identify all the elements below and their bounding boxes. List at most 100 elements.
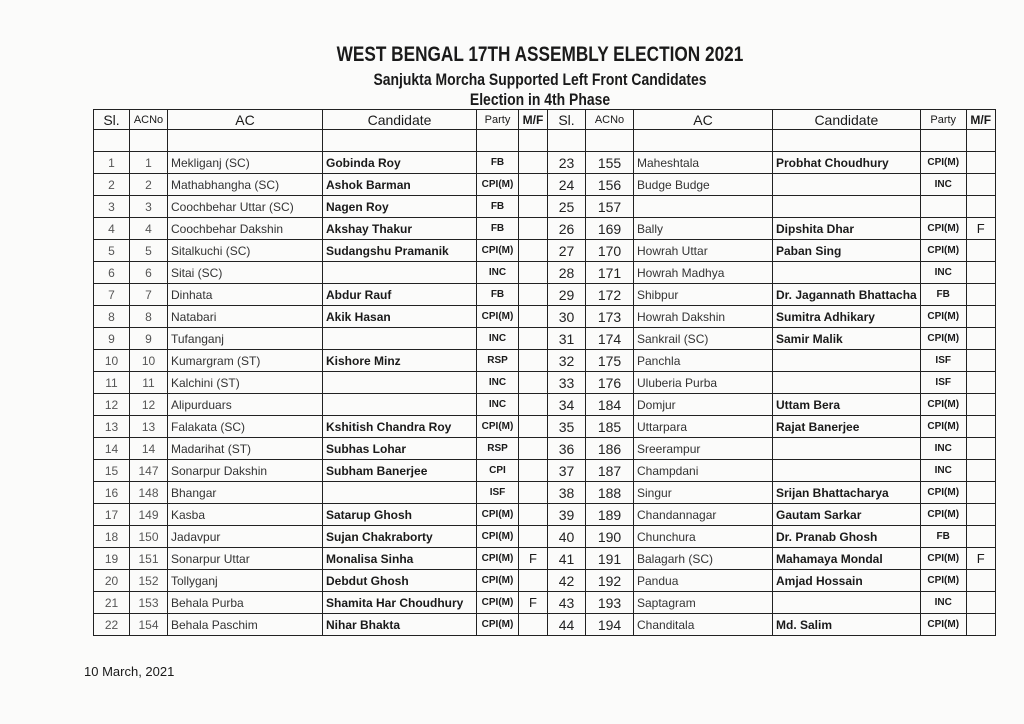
party-cell: CPI(M) bbox=[919, 327, 967, 350]
acno-cell: 173 bbox=[585, 305, 634, 328]
sl-cell: 6 bbox=[93, 261, 130, 284]
col-party: Party bbox=[919, 109, 967, 130]
candidate-cell: Akik Hasan bbox=[322, 305, 477, 328]
acno-cell: 193 bbox=[585, 591, 634, 614]
sl-cell: 35 bbox=[547, 415, 586, 438]
party-cell: INC bbox=[919, 437, 967, 460]
candidate-cell: Satarup Ghosh bbox=[322, 503, 477, 526]
col-sl: Sl. bbox=[93, 109, 130, 130]
candidate-cell bbox=[772, 261, 921, 284]
party-cell: FB bbox=[476, 195, 519, 218]
candidate-cell: Sujan Chakraborty bbox=[322, 525, 477, 548]
ac-cell: Natabari bbox=[167, 305, 323, 328]
candidate-cell bbox=[772, 173, 921, 196]
sl-cell: 36 bbox=[547, 437, 586, 460]
ac-cell: Singur bbox=[633, 481, 773, 504]
candidate-cell: Akshay Thakur bbox=[322, 217, 477, 240]
ac-cell: Jadavpur bbox=[167, 525, 323, 548]
table-row: 10 10 Kumargram (ST) Kishore Minz RSP 32 175 Pa… bbox=[93, 349, 996, 372]
acno-cell: 174 bbox=[585, 327, 634, 350]
ac-cell: Alipurduars bbox=[167, 393, 323, 416]
sl-cell: 32 bbox=[547, 349, 586, 372]
candidate-cell bbox=[772, 459, 921, 482]
ac-cell: Pandua bbox=[633, 569, 773, 592]
candidate-cell bbox=[322, 481, 477, 504]
col-party: Party bbox=[476, 109, 519, 130]
mf-cell bbox=[965, 459, 996, 482]
mf-cell bbox=[518, 173, 548, 196]
col-candidate: Candidate bbox=[772, 109, 921, 130]
candidate-cell bbox=[772, 371, 921, 394]
ac-cell: Sitalkuchi (SC) bbox=[167, 239, 323, 262]
candidate-cell: Rajat Banerjee bbox=[772, 415, 921, 438]
candidate-cell: Abdur Rauf bbox=[322, 283, 477, 306]
blank-row bbox=[93, 129, 996, 152]
candidate-cell: Kshitish Chandra Roy bbox=[322, 415, 477, 438]
blank-cell bbox=[167, 129, 323, 152]
acno-cell: 189 bbox=[585, 503, 634, 526]
ac-cell: Mekliganj (SC) bbox=[167, 151, 323, 174]
table-row: 8 8 Natabari Akik Hasan CPI(M) 30 173 Howrah Da… bbox=[93, 305, 996, 328]
mf-cell bbox=[965, 613, 996, 636]
acno-cell: 151 bbox=[129, 547, 168, 570]
party-cell: CPI(M) bbox=[476, 173, 519, 196]
acno-cell: 14 bbox=[129, 437, 168, 460]
sl-cell: 44 bbox=[547, 613, 586, 636]
mf-cell: F bbox=[965, 547, 996, 570]
table-row: 6 6 Sitai (SC) INC 28 171 Howrah Madhya INC bbox=[93, 261, 996, 284]
table-row: 5 5 Sitalkuchi (SC) Sudangshu Pramanik CPI(M… bbox=[93, 239, 996, 262]
party-cell: CPI bbox=[476, 459, 519, 482]
candidate-cell: Monalisa Sinha bbox=[322, 547, 477, 570]
sl-cell: 21 bbox=[93, 591, 130, 614]
document-subtitle: Sanjukta Morcha Supported Left Front Can… bbox=[373, 70, 707, 89]
table-row: 17 149 Kasba Satarup Ghosh CPI(M) 39 189 Chanda… bbox=[93, 503, 996, 526]
party-cell: INC bbox=[476, 327, 519, 350]
sl-cell: 25 bbox=[547, 195, 586, 218]
acno-cell: 11 bbox=[129, 371, 168, 394]
col-acno: ACNo bbox=[129, 109, 168, 130]
party-cell: CPI(M) bbox=[476, 305, 519, 328]
mf-cell bbox=[965, 305, 996, 328]
blank-cell bbox=[322, 129, 477, 152]
acno-cell: 156 bbox=[585, 173, 634, 196]
acno-cell: 150 bbox=[129, 525, 168, 548]
acno-cell: 5 bbox=[129, 239, 168, 262]
mf-cell bbox=[965, 525, 996, 548]
candidate-cell bbox=[322, 327, 477, 350]
mf-cell bbox=[518, 239, 548, 262]
party-cell: INC bbox=[919, 173, 967, 196]
candidate-cell bbox=[322, 261, 477, 284]
candidate-cell: Mahamaya Mondal bbox=[772, 547, 921, 570]
ac-cell: Madarihat (ST) bbox=[167, 437, 323, 460]
table-row: 3 3 Coochbehar Uttar (SC) Nagen Roy FB 25 157 bbox=[93, 195, 996, 218]
ac-cell: Howrah Uttar bbox=[633, 239, 773, 262]
phase-heading: Election in 4th Phase bbox=[469, 90, 611, 109]
sl-cell: 3 bbox=[93, 195, 130, 218]
acno-cell: 3 bbox=[129, 195, 168, 218]
ac-cell: Kasba bbox=[167, 503, 323, 526]
mf-cell: F bbox=[518, 547, 548, 570]
candidate-cell: Uttam Bera bbox=[772, 393, 921, 416]
mf-cell bbox=[518, 503, 548, 526]
acno-cell: 2 bbox=[129, 173, 168, 196]
candidate-cell: Paban Sing bbox=[772, 239, 921, 262]
sl-cell: 39 bbox=[547, 503, 586, 526]
acno-cell: 149 bbox=[129, 503, 168, 526]
ac-cell: Panchla bbox=[633, 349, 773, 372]
col-ac: AC bbox=[167, 109, 323, 130]
acno-cell: 155 bbox=[585, 151, 634, 174]
mf-cell bbox=[965, 481, 996, 504]
party-cell: FB bbox=[476, 283, 519, 306]
party-cell: INC bbox=[476, 261, 519, 284]
ac-cell: Behala Purba bbox=[167, 591, 323, 614]
party-cell: FB bbox=[476, 217, 519, 240]
party-cell: INC bbox=[476, 393, 519, 416]
party-cell: CPI(M) bbox=[919, 503, 967, 526]
sl-cell: 10 bbox=[93, 349, 130, 372]
candidate-cell: Md. Salim bbox=[772, 613, 921, 636]
acno-cell: 171 bbox=[585, 261, 634, 284]
blank-cell bbox=[129, 129, 168, 152]
sl-cell: 33 bbox=[547, 371, 586, 394]
mf-cell bbox=[965, 415, 996, 438]
party-cell: ISF bbox=[919, 349, 967, 372]
